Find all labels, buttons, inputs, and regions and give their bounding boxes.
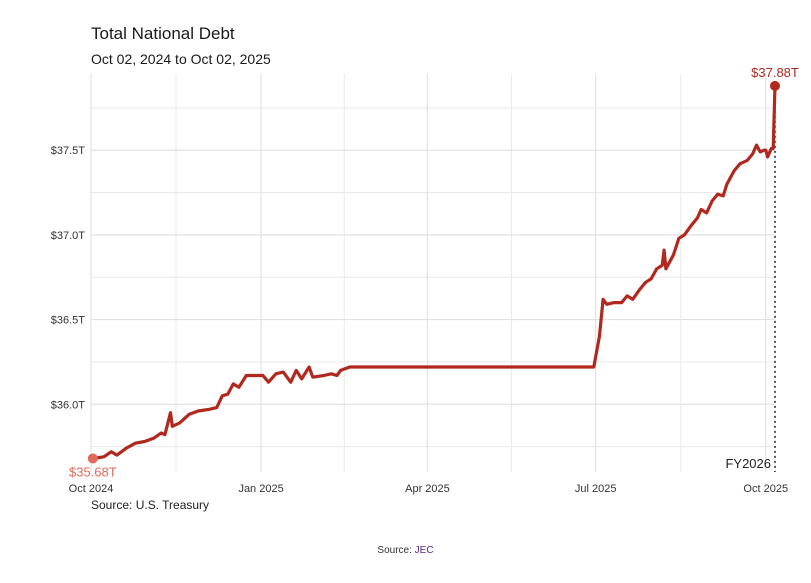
footer-source-prefix: Source:	[377, 545, 415, 556]
x-tick-label: Oct 2025	[743, 483, 788, 495]
page-footer: Source: JEC	[0, 545, 811, 556]
footer-source-link[interactable]: JEC	[414, 545, 434, 556]
debt-series-line	[91, 84, 777, 461]
x-tick-label: Oct 2024	[69, 483, 114, 495]
chart-source-note: Source: U.S. Treasury	[91, 498, 210, 512]
chart-title: Total National Debt	[91, 24, 235, 43]
fy-marker-label: FY2026	[725, 456, 771, 471]
chart-subtitle: Oct 02, 2024 to Oct 02, 2025	[91, 51, 271, 67]
start-point	[87, 453, 98, 464]
y-tick-label: $36.5T	[51, 315, 86, 327]
x-tick-label: Jan 2025	[238, 483, 283, 495]
y-tick-label: $36.0T	[51, 399, 86, 411]
end-point	[770, 80, 780, 91]
x-tick-label: Apr 2025	[405, 483, 450, 495]
x-tick-label: Jul 2025	[575, 483, 617, 495]
y-tick-label: $37.0T	[51, 230, 86, 242]
y-tick-label: $37.5T	[51, 145, 86, 157]
end-value-label: $37.88T	[751, 65, 799, 80]
start-value-label: $35.68T	[69, 464, 117, 479]
